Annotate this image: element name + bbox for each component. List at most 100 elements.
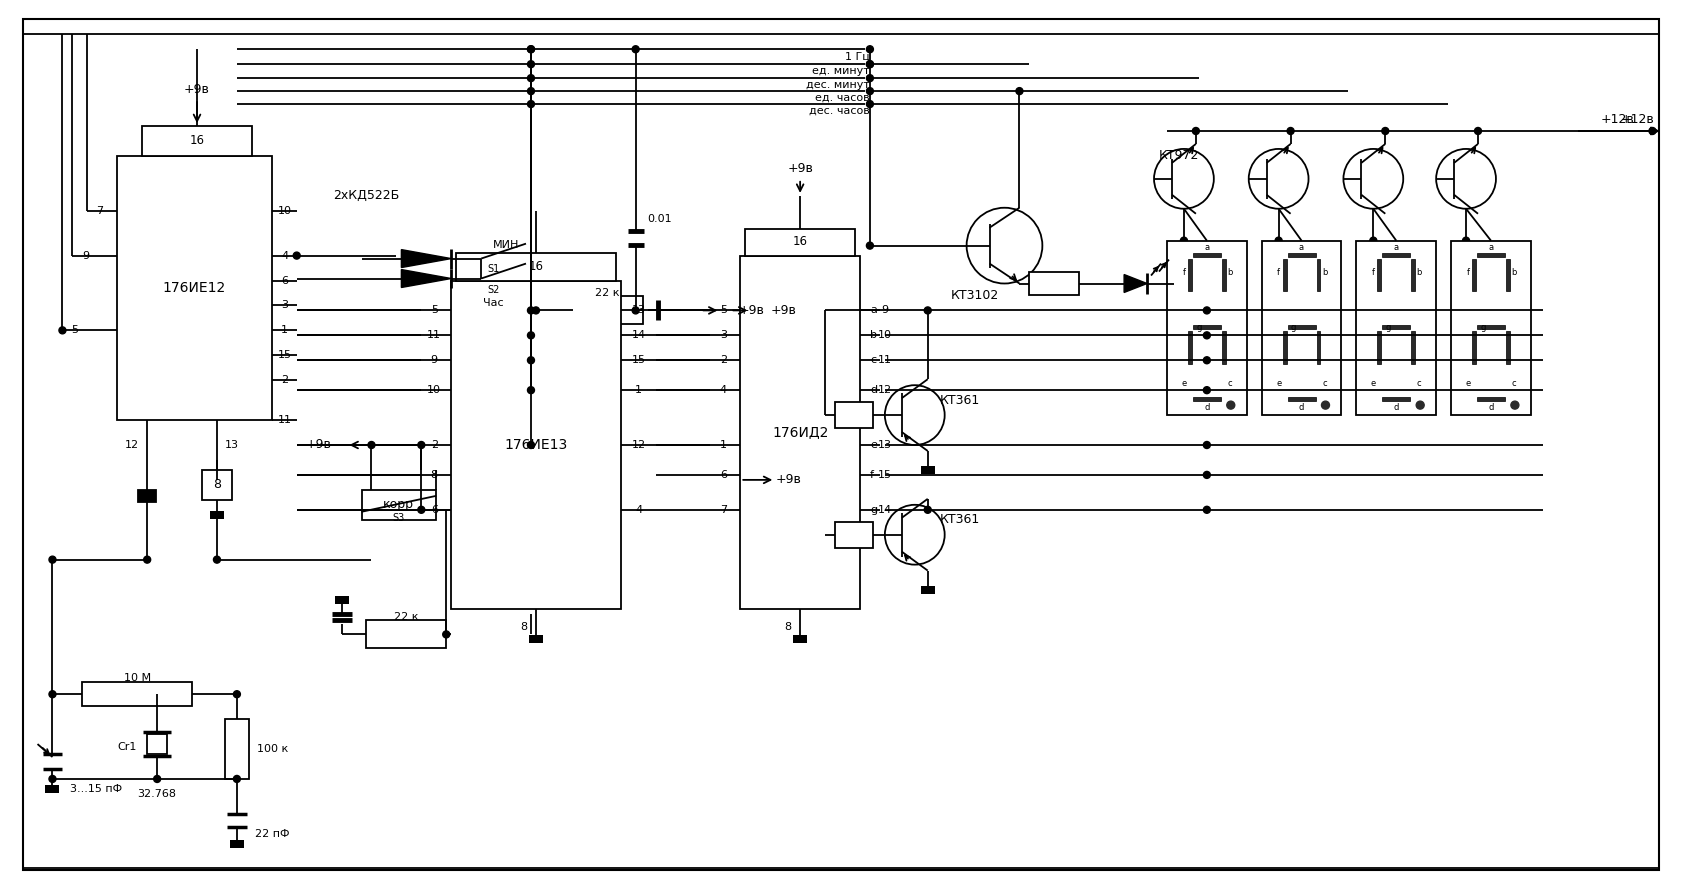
Circle shape: [632, 45, 639, 52]
Text: 4: 4: [720, 385, 727, 396]
Bar: [1167, 241, 1246, 415]
Circle shape: [866, 242, 873, 249]
Text: S2: S2: [486, 285, 500, 295]
Bar: [528, 636, 543, 644]
Bar: [1262, 241, 1342, 415]
Circle shape: [478, 275, 484, 282]
Text: c: c: [1228, 379, 1233, 388]
Text: +9в: +9в: [787, 163, 812, 175]
Text: 8: 8: [431, 470, 437, 480]
Bar: [920, 586, 935, 594]
Circle shape: [528, 356, 535, 364]
Circle shape: [1475, 127, 1482, 134]
Text: 22 к: 22 к: [595, 288, 621, 299]
Circle shape: [1510, 401, 1519, 409]
Circle shape: [49, 557, 56, 563]
Text: e: e: [1465, 379, 1470, 388]
Text: +9в: +9в: [775, 473, 801, 486]
Bar: [794, 636, 807, 644]
Circle shape: [1203, 507, 1211, 513]
Circle shape: [442, 631, 449, 638]
Circle shape: [528, 88, 535, 94]
Text: 6: 6: [431, 505, 437, 515]
Bar: [1288, 252, 1315, 257]
Circle shape: [1203, 471, 1211, 478]
Circle shape: [528, 332, 535, 339]
Text: 7: 7: [96, 205, 103, 216]
Text: 9: 9: [881, 306, 888, 316]
Bar: [1411, 259, 1415, 292]
Bar: [118, 156, 272, 420]
Text: МИН: МИН: [493, 240, 520, 250]
Text: g: g: [870, 505, 876, 515]
Bar: [1288, 397, 1315, 401]
Text: 12: 12: [878, 385, 891, 396]
Text: c: c: [1416, 379, 1421, 388]
Bar: [1477, 252, 1505, 257]
Text: КТ3102: КТ3102: [950, 289, 999, 302]
Circle shape: [866, 60, 873, 68]
Circle shape: [528, 75, 535, 82]
Bar: [1193, 325, 1221, 329]
Text: b: b: [1322, 268, 1327, 277]
Text: e: e: [1277, 379, 1282, 388]
Text: 3: 3: [281, 300, 288, 310]
Text: e: e: [1181, 379, 1186, 388]
Text: 15: 15: [632, 356, 646, 365]
Circle shape: [478, 255, 484, 262]
Text: 10: 10: [427, 385, 441, 396]
Bar: [367, 621, 446, 648]
Text: d: d: [1204, 403, 1209, 412]
Text: f: f: [1182, 268, 1186, 277]
Text: g: g: [1480, 323, 1485, 332]
Bar: [456, 252, 616, 281]
Bar: [1383, 397, 1410, 401]
Text: 16: 16: [528, 260, 543, 273]
Text: e: e: [870, 440, 876, 450]
Text: 15: 15: [278, 350, 291, 360]
Bar: [210, 511, 224, 519]
Text: корр: корр: [383, 499, 414, 511]
Text: 10: 10: [278, 205, 291, 216]
Circle shape: [1463, 237, 1470, 244]
Text: d: d: [1299, 403, 1304, 412]
Bar: [1472, 259, 1477, 292]
Circle shape: [1275, 237, 1282, 244]
Bar: [1472, 332, 1477, 364]
Text: f: f: [870, 470, 875, 480]
Bar: [1193, 252, 1221, 257]
Bar: [1317, 259, 1320, 292]
Circle shape: [1322, 401, 1329, 409]
Bar: [1356, 241, 1436, 415]
Text: S1: S1: [488, 263, 500, 274]
Circle shape: [528, 307, 535, 314]
Bar: [1187, 259, 1193, 292]
Bar: [335, 596, 348, 604]
Bar: [230, 840, 244, 848]
Circle shape: [866, 75, 873, 82]
Text: 11: 11: [278, 415, 291, 425]
Bar: [1167, 279, 1181, 287]
Bar: [146, 734, 167, 754]
Text: f: f: [1277, 268, 1280, 277]
Text: 5: 5: [720, 306, 727, 316]
Polygon shape: [402, 250, 451, 268]
Bar: [1505, 332, 1510, 364]
Circle shape: [528, 45, 535, 52]
Text: g: g: [1196, 323, 1201, 332]
Text: d: d: [1394, 403, 1399, 412]
Text: 2: 2: [281, 375, 288, 385]
Text: 176ИЕ13: 176ИЕ13: [505, 438, 567, 452]
Text: 4: 4: [636, 505, 643, 515]
Text: 22 к: 22 к: [394, 613, 419, 622]
Bar: [740, 256, 860, 610]
Text: +9в: +9в: [738, 304, 764, 316]
Text: 5: 5: [431, 306, 437, 316]
Text: c: c: [870, 356, 876, 365]
Circle shape: [533, 307, 540, 314]
Circle shape: [1203, 332, 1211, 339]
Text: b: b: [870, 331, 876, 340]
Text: 11: 11: [878, 356, 891, 365]
Text: f: f: [1467, 268, 1470, 277]
Text: 9: 9: [431, 356, 437, 365]
